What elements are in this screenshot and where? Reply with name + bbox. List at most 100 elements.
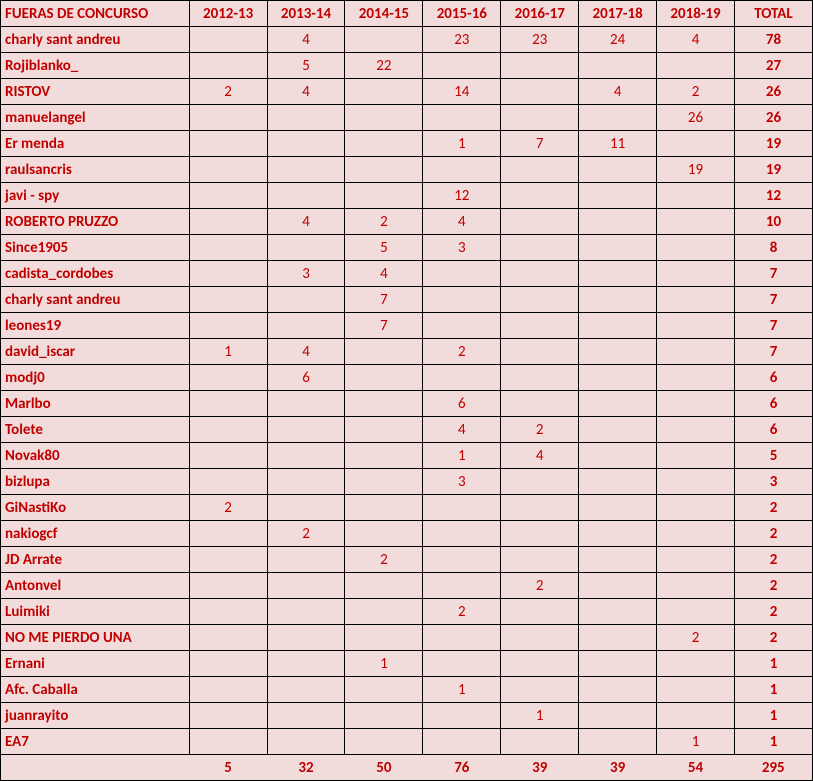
row-cell bbox=[423, 53, 501, 79]
row-cell: 2 bbox=[345, 547, 423, 573]
row-cell bbox=[501, 547, 579, 573]
row-cell: 23 bbox=[501, 27, 579, 53]
row-cell: 22 bbox=[345, 53, 423, 79]
row-cell bbox=[423, 651, 501, 677]
row-cell bbox=[579, 183, 657, 209]
row-cell bbox=[579, 313, 657, 339]
row-player-name: EA7 bbox=[1, 729, 190, 755]
row-cell bbox=[579, 417, 657, 443]
row-cell bbox=[657, 599, 735, 625]
footer-sum-0: 5 bbox=[189, 755, 267, 781]
row-cell bbox=[501, 677, 579, 703]
row-cell bbox=[501, 495, 579, 521]
row-cell bbox=[501, 651, 579, 677]
row-cell bbox=[345, 703, 423, 729]
row-cell bbox=[267, 599, 345, 625]
row-cell: 4 bbox=[423, 417, 501, 443]
row-cell bbox=[189, 677, 267, 703]
table-row: david_iscar1427 bbox=[1, 339, 813, 365]
row-cell bbox=[501, 261, 579, 287]
row-cell bbox=[579, 339, 657, 365]
row-cell bbox=[267, 105, 345, 131]
row-cell bbox=[657, 209, 735, 235]
table-row: leones1977 bbox=[1, 313, 813, 339]
table-row: raulsancris1919 bbox=[1, 157, 813, 183]
row-cell bbox=[345, 131, 423, 157]
row-player-name: RISTOV bbox=[1, 79, 190, 105]
row-cell bbox=[189, 27, 267, 53]
row-cell bbox=[657, 183, 735, 209]
row-cell: 1 bbox=[657, 729, 735, 755]
footer-sum-3: 76 bbox=[423, 755, 501, 781]
row-cell bbox=[501, 235, 579, 261]
row-cell bbox=[345, 625, 423, 651]
row-total: 7 bbox=[734, 339, 812, 365]
row-player-name: Rojiblanko_ bbox=[1, 53, 190, 79]
row-cell bbox=[501, 105, 579, 131]
row-cell bbox=[189, 703, 267, 729]
row-player-name: Luimiki bbox=[1, 599, 190, 625]
row-cell bbox=[657, 339, 735, 365]
row-cell bbox=[657, 469, 735, 495]
table-row: bizlupa33 bbox=[1, 469, 813, 495]
row-cell bbox=[345, 521, 423, 547]
row-total: 27 bbox=[734, 53, 812, 79]
row-cell: 7 bbox=[345, 287, 423, 313]
row-cell bbox=[345, 105, 423, 131]
row-cell bbox=[579, 391, 657, 417]
footer-sum-2: 50 bbox=[345, 755, 423, 781]
row-cell bbox=[579, 625, 657, 651]
row-cell bbox=[657, 131, 735, 157]
row-cell bbox=[267, 651, 345, 677]
row-cell bbox=[501, 339, 579, 365]
header-year-6: 2018-19 bbox=[657, 1, 735, 27]
row-cell bbox=[267, 495, 345, 521]
row-cell bbox=[657, 703, 735, 729]
row-cell bbox=[423, 547, 501, 573]
footer-sum-1: 32 bbox=[267, 755, 345, 781]
standings-table-container: FUERAS DE CONCURSO 2012-13 2013-14 2014-… bbox=[0, 0, 813, 781]
row-total: 7 bbox=[734, 287, 812, 313]
row-player-name: Ernani bbox=[1, 651, 190, 677]
header-year-0: 2012-13 bbox=[189, 1, 267, 27]
row-cell bbox=[657, 443, 735, 469]
row-cell: 1 bbox=[501, 703, 579, 729]
row-cell bbox=[579, 547, 657, 573]
row-cell bbox=[501, 313, 579, 339]
row-total: 26 bbox=[734, 79, 812, 105]
row-cell bbox=[657, 495, 735, 521]
row-player-name: ROBERTO PRUZZO bbox=[1, 209, 190, 235]
row-cell bbox=[579, 105, 657, 131]
row-cell: 3 bbox=[267, 261, 345, 287]
footer-total: 295 bbox=[734, 755, 812, 781]
row-cell: 3 bbox=[423, 469, 501, 495]
row-cell bbox=[657, 287, 735, 313]
table-row: EA711 bbox=[1, 729, 813, 755]
row-cell bbox=[267, 573, 345, 599]
table-row: Marlbo66 bbox=[1, 391, 813, 417]
table-row: Antonvel22 bbox=[1, 573, 813, 599]
row-cell bbox=[267, 183, 345, 209]
row-player-name: leones19 bbox=[1, 313, 190, 339]
row-cell bbox=[501, 599, 579, 625]
row-player-name: cadista_cordobes bbox=[1, 261, 190, 287]
row-cell bbox=[189, 261, 267, 287]
row-cell: 1 bbox=[189, 339, 267, 365]
table-row: Luimiki22 bbox=[1, 599, 813, 625]
row-cell bbox=[657, 53, 735, 79]
row-cell: 4 bbox=[345, 261, 423, 287]
row-total: 10 bbox=[734, 209, 812, 235]
row-total: 2 bbox=[734, 599, 812, 625]
row-total: 6 bbox=[734, 417, 812, 443]
row-cell bbox=[423, 625, 501, 651]
row-player-name: manuelangel bbox=[1, 105, 190, 131]
row-cell bbox=[267, 157, 345, 183]
row-cell bbox=[579, 287, 657, 313]
row-cell bbox=[657, 651, 735, 677]
row-cell: 2 bbox=[657, 625, 735, 651]
row-cell: 2 bbox=[189, 495, 267, 521]
row-cell bbox=[423, 521, 501, 547]
row-player-name: javi - spy bbox=[1, 183, 190, 209]
row-cell bbox=[189, 313, 267, 339]
header-year-1: 2013-14 bbox=[267, 1, 345, 27]
